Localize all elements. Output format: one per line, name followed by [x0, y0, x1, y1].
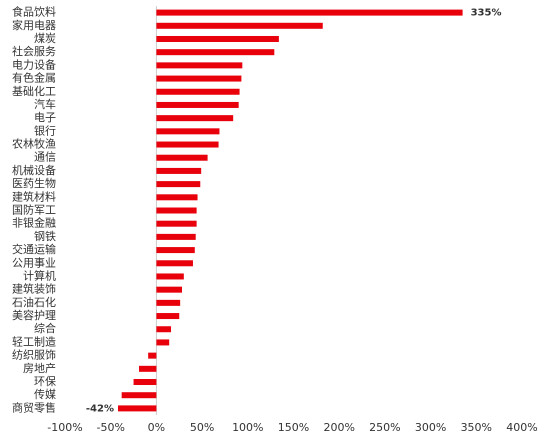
bar: [139, 365, 157, 372]
y-tick-label: 纺织服饰: [12, 348, 56, 362]
x-tick-label: -100%: [47, 421, 82, 434]
y-tick-label: 通信: [34, 151, 56, 164]
y-tick-label: 轻工制造: [12, 334, 56, 348]
y-tick-label: 农林牧渔: [12, 137, 56, 151]
y-tick-label: 医药生物: [12, 176, 56, 190]
bar: [156, 62, 243, 69]
bar: [121, 392, 157, 399]
value-label: 335%: [471, 8, 502, 19]
y-tick-label: 环保: [34, 374, 56, 388]
y-tick-label: 家用电器: [12, 18, 56, 32]
bar: [156, 128, 220, 135]
y-tick-label: 商贸零售: [12, 400, 56, 414]
bar: [156, 88, 240, 95]
y-tick-label: 房地产: [23, 361, 56, 375]
y-tick-label: 建筑材料: [12, 189, 56, 203]
value-label: -42%: [86, 403, 114, 414]
bar: [156, 286, 182, 293]
bar: [148, 352, 157, 359]
y-tick-label: 汽车: [34, 97, 56, 111]
bar: [156, 181, 201, 188]
y-tick-label: 银行: [34, 123, 56, 137]
x-tick-label: 150%: [278, 421, 309, 434]
y-tick-label: 传媒: [34, 388, 56, 401]
bar: [156, 260, 193, 267]
x-tick-label: 100%: [232, 421, 263, 434]
y-tick-label: 非银金融: [12, 216, 56, 230]
x-tick-label: 350%: [461, 421, 492, 434]
bar: [156, 167, 202, 174]
bar: [156, 207, 197, 214]
bar: [156, 22, 323, 29]
bar: [156, 75, 242, 82]
bar: [133, 379, 157, 386]
y-tick-label: 综合: [34, 321, 56, 335]
bar: [156, 9, 463, 16]
bar: [156, 299, 181, 306]
y-tick-label: 建筑装饰: [12, 282, 56, 296]
bar: [156, 233, 196, 240]
bar: [156, 101, 239, 108]
y-tick-label: 有色金属: [12, 71, 56, 85]
bar: [156, 141, 219, 148]
x-tick-label: 0%: [148, 421, 165, 434]
bar: [156, 194, 198, 201]
bar: [156, 154, 208, 161]
y-tick-label: 电子: [34, 111, 56, 124]
bar: [156, 35, 279, 42]
y-tick-label: 国防军工: [12, 203, 56, 217]
x-tick-label: -50%: [96, 421, 124, 434]
x-tick-label: 50%: [190, 421, 214, 434]
y-tick-label: 计算机: [23, 268, 56, 282]
bar: [156, 313, 180, 320]
y-tick-label: 美容护理: [12, 308, 56, 322]
x-tick-label: 300%: [415, 421, 446, 434]
x-tick-label: 200%: [323, 421, 354, 434]
bar: [156, 115, 234, 122]
bar: [156, 339, 170, 346]
y-tick-label: 钢铁: [34, 230, 56, 243]
x-tick-label: 400%: [506, 421, 537, 434]
y-tick-label: 交通运输: [12, 242, 56, 256]
y-tick-label: 公用事业: [12, 256, 56, 269]
bar: [118, 405, 157, 412]
bar: [156, 49, 275, 56]
y-tick-label: 基础化工: [12, 84, 56, 98]
y-tick-label: 食品饮料: [12, 5, 56, 19]
y-tick-label: 煤炭: [34, 32, 56, 45]
y-tick-label: 石油石化: [12, 295, 56, 309]
y-tick-label: 社会服务: [12, 44, 56, 58]
bar: [156, 220, 197, 227]
x-tick-label: 250%: [369, 421, 400, 434]
y-tick-label: 机械设备: [12, 163, 56, 177]
bar: [156, 273, 184, 280]
y-tick-label: 电力设备: [12, 57, 56, 71]
bar: [156, 247, 195, 254]
bar: [156, 326, 172, 333]
